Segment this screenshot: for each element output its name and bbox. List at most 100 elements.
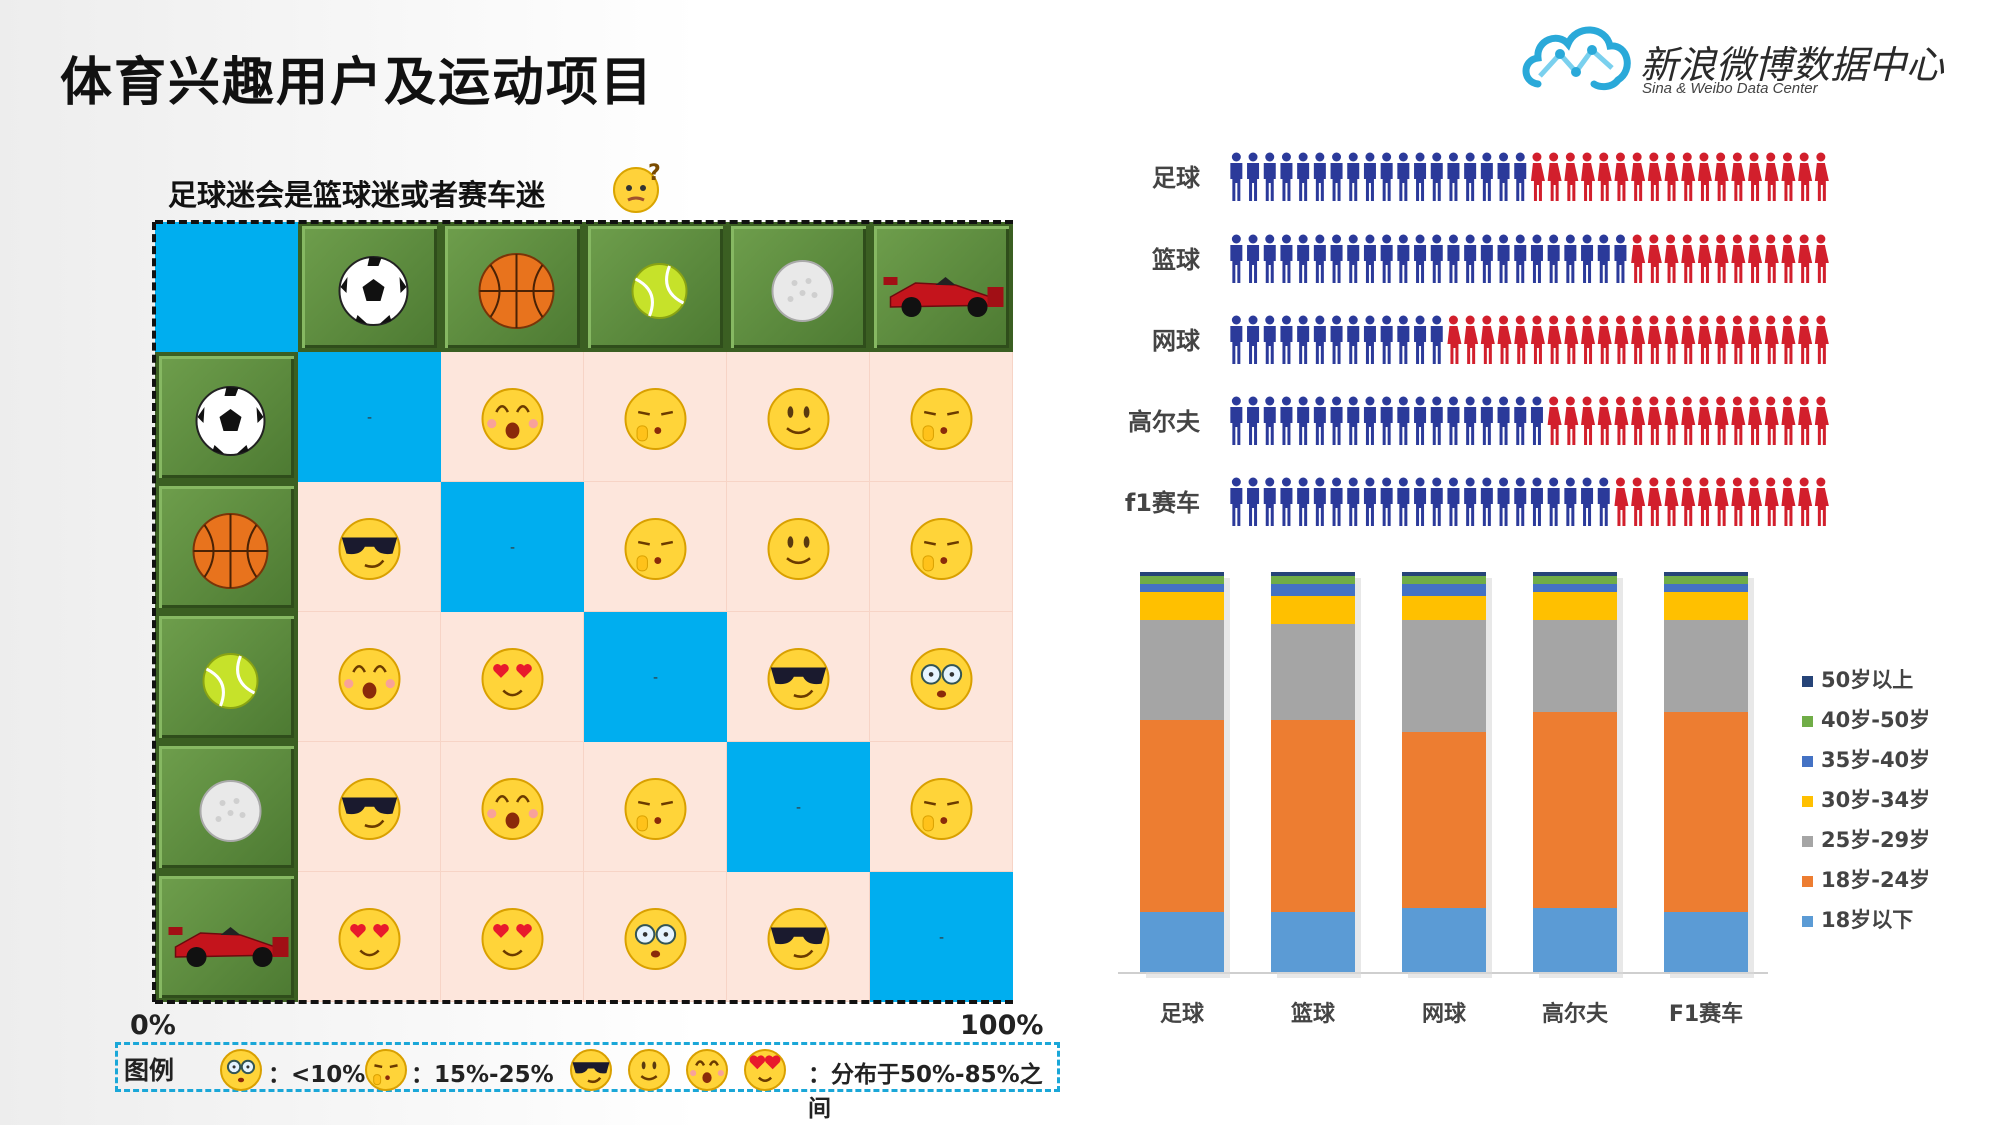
female-figure [1581, 315, 1596, 364]
male-figure [1330, 234, 1343, 283]
male-figure [1397, 152, 1410, 201]
female-figure [1647, 396, 1662, 445]
female-figure [1664, 477, 1679, 526]
pictogram-row [1230, 315, 1829, 364]
male-figure [1297, 477, 1310, 526]
male-figure [1514, 396, 1527, 445]
matrix-cell [727, 612, 870, 742]
female-figure [1547, 152, 1562, 201]
female-figure [1798, 396, 1813, 445]
male-figure [1480, 477, 1493, 526]
male-figure [1297, 234, 1310, 283]
legend-entry: 50岁以上 [1802, 664, 1913, 694]
shh-emoji-icon [910, 778, 973, 840]
matrix-cell [584, 742, 727, 872]
male-figure [1313, 477, 1326, 526]
female-figure [1631, 234, 1646, 283]
diagonal-marker: - [366, 410, 373, 426]
female-figure [1764, 315, 1779, 364]
tennis-ball-icon [202, 653, 259, 709]
bar-segment [1533, 572, 1617, 576]
female-figure [1814, 477, 1829, 526]
cool-emoji-icon [338, 778, 401, 840]
bar-segment [1271, 572, 1355, 576]
male-figure [1330, 152, 1343, 201]
female-figure [1564, 315, 1579, 364]
male-figure [1414, 152, 1427, 201]
row-header-basketball [155, 482, 298, 612]
male-figure [1230, 234, 1243, 283]
female-figure [1731, 315, 1746, 364]
male-figure [1313, 152, 1326, 201]
axis-end-label: 100% [960, 1010, 1044, 1041]
male-figure [1447, 234, 1460, 283]
page-title: 体育兴趣用户及运动项目 [60, 53, 655, 113]
glasses-emoji-icon [218, 1045, 264, 1095]
female-figure [1814, 234, 1829, 283]
glasses-emoji-icon [910, 648, 973, 710]
male-figure [1313, 315, 1326, 364]
male-figure [1363, 315, 1376, 364]
legend-swatch [1802, 915, 1813, 927]
legend-mid-text: ：15%-25% [411, 1062, 554, 1088]
male-figure [1514, 152, 1527, 201]
legend-entry: 30岁-34岁 [1802, 784, 1930, 814]
confused-face-icon: ? [613, 161, 661, 213]
male-figure [1297, 152, 1310, 201]
female-figure [1731, 396, 1746, 445]
female-figure [1681, 477, 1696, 526]
male-figure [1564, 234, 1577, 283]
male-figure [1464, 234, 1477, 283]
female-figure [1781, 396, 1796, 445]
male-figure [1430, 315, 1443, 364]
male-figure [1380, 152, 1393, 201]
bar-segment [1533, 908, 1617, 972]
female-figure [1697, 477, 1712, 526]
smile-emoji-icon [767, 518, 830, 580]
legend-entry: 40岁-50岁 [1802, 704, 1930, 734]
bar-segment [1402, 908, 1486, 972]
matrix-cell [584, 872, 727, 1002]
female-figure [1814, 152, 1829, 201]
male-figure [1297, 396, 1310, 445]
bar-segment [1271, 720, 1355, 912]
male-figure [1480, 152, 1493, 201]
female-figure [1798, 152, 1813, 201]
female-figure [1564, 152, 1579, 201]
female-figure [1781, 477, 1796, 526]
tennis-ball-icon [631, 263, 688, 319]
excited-emoji-icon [481, 778, 544, 840]
female-figure [1748, 396, 1763, 445]
bar-segment [1271, 584, 1355, 596]
male-figure [1313, 396, 1326, 445]
cool-emoji-icon [767, 908, 830, 970]
female-figure [1748, 234, 1763, 283]
column-header-f1-car [870, 222, 1013, 352]
female-figure [1447, 315, 1462, 364]
sina-weibo-logo: 新浪微博数据中心 Sina & Weibo Data Center [1520, 14, 1990, 104]
female-figure [1614, 396, 1629, 445]
f1-car-icon [168, 927, 289, 967]
male-figure [1447, 477, 1460, 526]
male-figure [1464, 152, 1477, 201]
female-figure [1781, 234, 1796, 283]
sport-matrix: - - - - - [155, 222, 1013, 1002]
male-figure [1581, 477, 1594, 526]
female-figure [1764, 152, 1779, 201]
pictogram-row [1230, 477, 1829, 526]
male-figure [1480, 234, 1493, 283]
female-figure [1731, 477, 1746, 526]
legend-entry: 18岁-24岁 [1802, 864, 1930, 894]
matrix-cell [298, 742, 441, 872]
legend-swatch [1802, 675, 1813, 687]
legend-swatch [1802, 875, 1813, 887]
female-figure [1664, 315, 1679, 364]
bar-segment [1664, 592, 1748, 620]
female-figure [1530, 152, 1545, 201]
bar-segment [1664, 912, 1748, 972]
female-figure [1614, 477, 1629, 526]
hearts-emoji-icon [742, 1045, 788, 1095]
svg-text:?: ? [648, 161, 661, 186]
bar-segment [1140, 720, 1224, 912]
